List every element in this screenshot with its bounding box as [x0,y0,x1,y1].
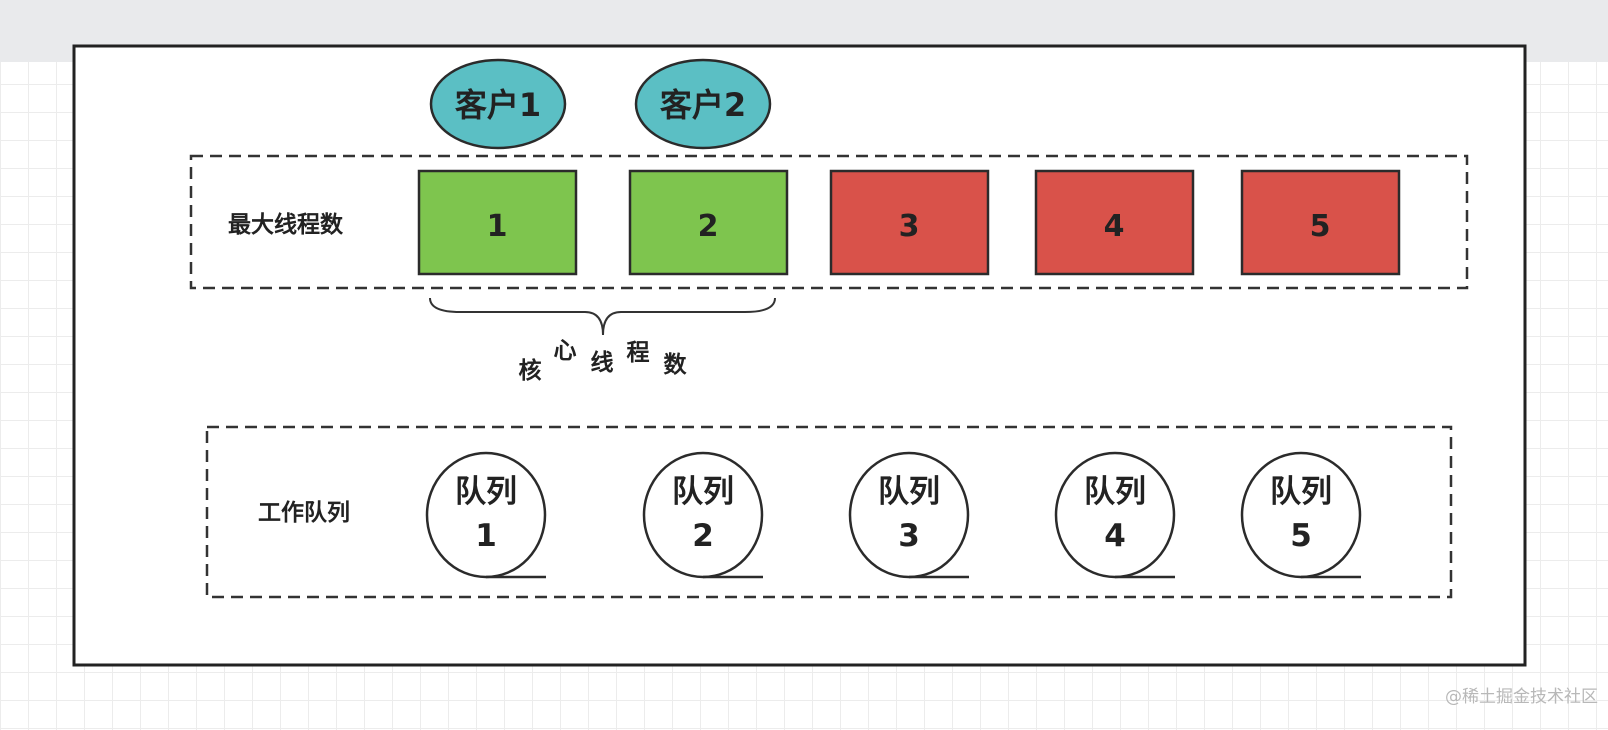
work-queue-group [205,425,1453,599]
max-threads-group [189,154,1469,290]
queue-circle [642,451,764,579]
core-threads-label-char: 线 [591,349,614,376]
core-threads-label-char: 数 [664,352,688,378]
client-ellipse [634,58,772,150]
queue-label: 队列 [672,474,734,510]
core-threads-brace [429,297,776,336]
max-threads-label: 最大线程数 [228,211,344,238]
thread-number: 5 [1310,209,1331,244]
queue-label: 队列 [455,474,517,510]
core-thread-box [628,169,789,276]
queue-label: 队列 [1270,474,1332,510]
queue-number: 4 [1104,518,1126,554]
extra-thread-box [829,169,990,276]
queue-number: 5 [1290,518,1312,554]
thread-number: 3 [899,209,920,244]
queue-circle [848,451,970,579]
extra-thread-box [1240,169,1401,276]
queue-number: 1 [475,518,497,554]
queue-circle [1054,451,1176,579]
client-label: 客户2 [660,86,746,124]
queue-circle [1240,451,1362,579]
queue-label: 队列 [878,474,940,510]
core-threads-label-char: 核 [519,357,542,384]
queue-label: 队列 [1084,474,1146,510]
work-queue-label: 工作队列 [258,500,350,526]
queue-number: 3 [898,518,920,554]
core-thread-box [417,169,578,276]
extra-thread-box [1034,169,1195,276]
core-threads-label-char: 心 [554,338,577,364]
queue-number: 2 [692,518,714,554]
thread-number: 2 [698,209,719,244]
client-ellipse [429,58,567,150]
watermark: @稀土掘金技术社区 [1445,687,1598,707]
thread-number: 4 [1104,209,1125,244]
client-label: 客户1 [455,86,541,124]
queue-circle [425,451,547,579]
thread-number: 1 [487,209,508,244]
core-threads-label-char: 程 [627,340,650,366]
